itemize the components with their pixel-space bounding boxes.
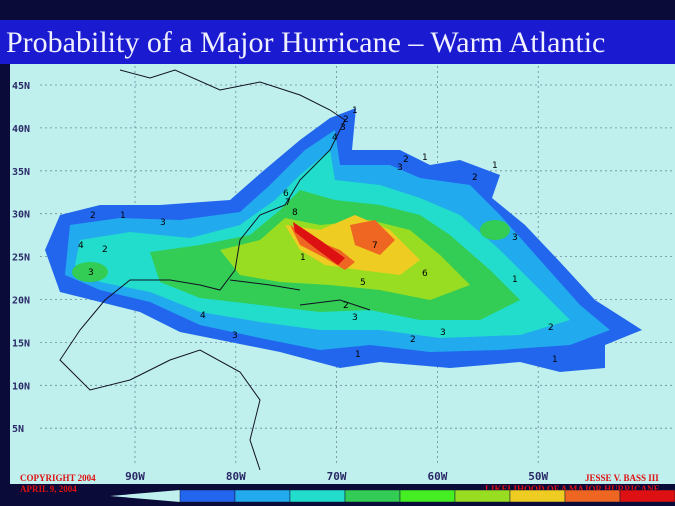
contour-label: 5 — [360, 278, 366, 288]
contour-label: 3 — [232, 331, 238, 341]
contour-label: 1 — [552, 355, 558, 365]
footer-caption: LIKELIHOOD OF A MAJOR HURRICANE — [485, 484, 660, 494]
map-labels: 45N 40N 35N 30N 25N 20N 15N 10N 5N 90W 80W 70W 60W 50… — [12, 81, 660, 494]
contour-label: 3 — [440, 328, 446, 338]
colorbar-swatch — [179, 489, 236, 503]
lon-label: 80W — [226, 470, 246, 483]
contour-gulf — [72, 262, 108, 282]
colorbar-swatch — [399, 489, 456, 503]
lon-label: 60W — [427, 470, 447, 483]
lat-label: 40N — [12, 124, 30, 135]
lat-label: 35N — [12, 167, 30, 178]
contour-label: 3 — [352, 313, 358, 323]
colorbar-swatch — [509, 489, 566, 503]
colorbar-swatch — [234, 489, 291, 503]
footer-date: APRIL 9, 2004 — [20, 484, 77, 494]
lon-label: 90W — [125, 470, 145, 483]
title-bar — [0, 20, 675, 64]
contour-label: 2 — [410, 335, 416, 345]
contour-label: 2 — [343, 115, 349, 125]
contour-label: 8 — [292, 208, 298, 218]
contour-label: 2 — [472, 173, 478, 183]
colorbar — [110, 489, 675, 503]
lat-label: 45N — [12, 81, 30, 92]
contour-label: 6 — [422, 269, 428, 279]
contour-label: 2 — [403, 155, 409, 165]
colorbar-swatch — [619, 489, 675, 503]
contour-label: 1 — [120, 211, 126, 221]
contour-label: 3 — [88, 268, 94, 278]
colorbar-swatch — [454, 489, 511, 503]
contour-label: 1 — [422, 153, 428, 163]
contour-label: 3 — [397, 163, 403, 173]
contour-label: 2 — [90, 211, 96, 221]
lat-label: 25N — [12, 253, 30, 264]
lat-label: 15N — [12, 338, 30, 349]
colorbar-swatch — [564, 489, 621, 503]
contour-label: 1 — [300, 253, 306, 263]
contour-7 — [290, 220, 395, 270]
colorbar-arrow — [110, 490, 180, 502]
colorbar-swatch — [344, 489, 401, 503]
contour-label: 7 — [285, 198, 291, 208]
colorbar-swatch — [289, 489, 346, 503]
contour-label: 2 — [548, 323, 554, 333]
contour-label: 1 — [492, 161, 498, 171]
contour-label: 4 — [200, 311, 206, 321]
lon-label: 50W — [528, 470, 548, 483]
lon-label: 70W — [327, 470, 347, 483]
contour-label: 2 — [102, 245, 108, 255]
contour-label: 3 — [512, 233, 518, 243]
lat-label: 20N — [12, 296, 30, 307]
contour-label: 1 — [512, 275, 518, 285]
contour-label: 1 — [352, 106, 358, 116]
contour-8 — [293, 222, 345, 265]
footer-copyright: COPYRIGHT 2004 — [20, 473, 96, 483]
contour-label: 3 — [160, 218, 166, 228]
contour-label: 7 — [372, 241, 378, 251]
contour-label: 1 — [355, 350, 361, 360]
lat-label: 5N — [12, 424, 24, 435]
coastlines — [59, 69, 371, 471]
contour-label: 3 — [340, 123, 346, 133]
contour-label: 4 — [78, 241, 84, 251]
lat-label: 10N — [12, 381, 30, 392]
footer-author: JESSE V. BASS III — [585, 473, 659, 483]
probability-contours — [45, 108, 642, 372]
contour-label: 6 — [283, 189, 289, 199]
slide-title: Probability of a Major Hurricane – Warm … — [6, 26, 605, 59]
lat-label: 30N — [12, 210, 30, 221]
contour-label: 2 — [343, 301, 349, 311]
contour-east — [480, 220, 510, 240]
contour-6 — [285, 215, 420, 275]
contour-label: 4 — [332, 133, 338, 143]
